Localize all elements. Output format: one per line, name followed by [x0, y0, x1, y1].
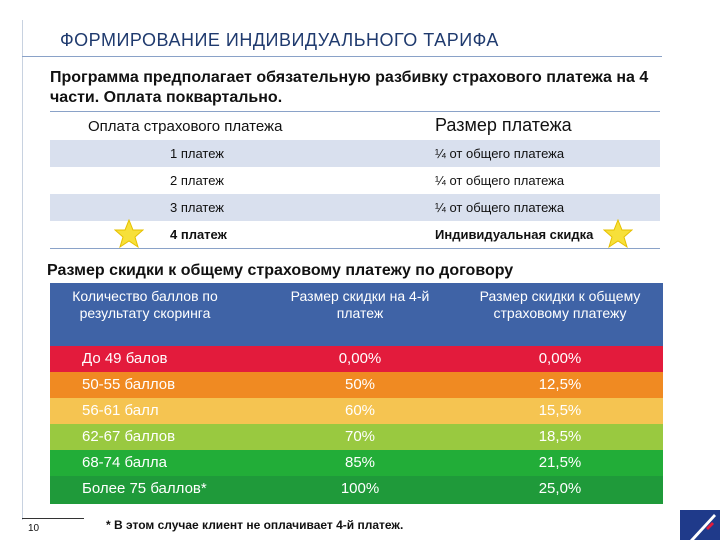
- star-icon: [603, 219, 633, 249]
- payment-amount: ¼ от общего платежа: [435, 146, 565, 161]
- title-divider: [22, 56, 662, 57]
- discount-4th: 100%: [340, 480, 380, 497]
- payment-name: 1 платеж: [170, 146, 224, 161]
- discount-col1-header: Количество баллов по результату скоринга: [72, 288, 218, 321]
- score-range: 56-61 балл: [82, 402, 159, 419]
- discount-total: 21,5%: [538, 454, 582, 471]
- discount-4th: 50%: [344, 376, 376, 393]
- discount-row: 68-74 балла 85% 21,5%: [50, 450, 663, 476]
- discount-4th: 60%: [344, 402, 376, 419]
- discount-row: До 49 балов 0,00% 0,00%: [50, 346, 663, 372]
- payments-row: 4 платеж Индивидуальная скидка: [50, 221, 660, 248]
- discount-total: 25,0%: [538, 480, 582, 497]
- discount-total: 18,5%: [538, 428, 582, 445]
- payments-col1-header: Оплата страхового платежа: [88, 118, 283, 135]
- score-range: 50-55 баллов: [82, 376, 176, 393]
- page-number-line: [22, 518, 84, 519]
- payments-row: 3 платеж ¼ от общего платежа: [50, 194, 660, 221]
- footnote: * В этом случае клиент не оплачивает 4-й…: [106, 518, 404, 532]
- score-range: 62-67 баллов: [82, 428, 176, 445]
- discount-4th: 0,00%: [338, 350, 382, 367]
- payments-col2-header: Размер платежа: [435, 115, 572, 135]
- discount-row: 50-55 баллов 50% 12,5%: [50, 372, 663, 398]
- left-border-line: [22, 20, 23, 520]
- discount-4th: 85%: [344, 454, 376, 471]
- discount-col3-header: Размер скидки к общему страховому платеж…: [479, 288, 641, 321]
- payments-row: 1 платеж ¼ от общего платежа: [50, 140, 660, 167]
- discount-row: Более 75 баллов* 100% 25,0%: [50, 476, 663, 504]
- discount-total: 15,5%: [538, 402, 582, 419]
- discount-table-header: Количество баллов по результату скоринга…: [50, 283, 663, 346]
- payment-name: 3 платеж: [170, 200, 224, 215]
- discount-total: 12,5%: [538, 376, 582, 393]
- payments-bottom-line: [50, 248, 660, 249]
- payment-amount: Индивидуальная скидка: [435, 227, 594, 242]
- discount-table-title: Размер скидки к общему страховому платеж…: [47, 262, 514, 279]
- score-range: 68-74 балла: [82, 454, 167, 471]
- payment-name: 4 платеж: [170, 227, 227, 242]
- payment-name: 2 платеж: [170, 173, 224, 188]
- payment-amount: ¼ от общего платежа: [435, 200, 565, 215]
- score-range: До 49 балов: [82, 350, 168, 367]
- intro-text: Программа предполагает обязательную разб…: [50, 69, 649, 106]
- score-range: Более 75 баллов*: [82, 480, 207, 497]
- axa-logo-icon: [680, 510, 720, 540]
- discount-row: 62-67 баллов 70% 18,5%: [50, 424, 663, 450]
- page-number: 10: [28, 523, 40, 534]
- star-icon: [114, 219, 144, 249]
- discount-total: 0,00%: [538, 350, 582, 367]
- discount-4th: 70%: [344, 428, 376, 445]
- payments-row: 2 платеж ¼ от общего платежа: [50, 167, 660, 194]
- discount-row: 56-61 балл 60% 15,5%: [50, 398, 663, 424]
- intro-divider: [50, 111, 660, 112]
- payment-amount: ¼ от общего платежа: [435, 173, 565, 188]
- discount-col2-header: Размер скидки на 4-й платеж: [290, 288, 430, 321]
- page-title: ФОРМИРОВАНИЕ ИНДИВИДУАЛЬНОГО ТАРИФА: [60, 30, 499, 50]
